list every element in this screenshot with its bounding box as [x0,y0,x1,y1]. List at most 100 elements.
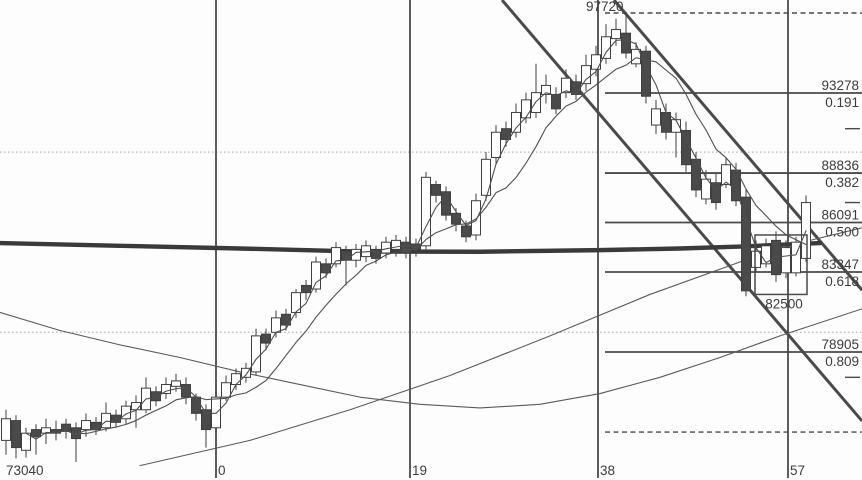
slowest-moving-average [0,308,862,409]
candle [491,125,501,165]
candle-body-down [31,429,41,438]
fib-ratio-label: 0.809 [825,354,859,369]
candle-body-down [261,333,271,344]
candle [301,280,311,300]
candle-body-up [221,382,231,398]
start-low-price-label: 73040 [6,463,44,478]
candle-body-up [271,317,281,333]
candle [391,234,401,257]
candle [651,99,661,135]
candle-body-up [171,380,181,387]
candle [61,418,71,439]
candle-body-up [751,250,761,268]
high-price-label: 97720 [586,0,624,14]
candle [741,189,751,297]
candle-body-up [311,261,321,290]
x-axis-tick-label: 38 [600,463,615,478]
candle-body-up [161,384,171,395]
fib-ratio-label: 0.382 [825,175,859,190]
candle [501,121,511,147]
candle-body-up [241,367,251,378]
candle-body-up [611,29,621,40]
candle-body-up [541,84,551,95]
candle [541,74,551,104]
candle-body-down [711,182,721,204]
candle-body-up [791,241,801,274]
fib-price-label: 86091 [821,208,859,223]
candle [151,386,161,407]
candle-body-down [741,196,751,292]
candle-body-up [781,247,791,274]
candle [281,308,291,331]
box-price-label: 82500 [765,296,803,311]
candle-body-up [631,48,641,65]
candle [781,240,791,279]
candle-body-up [391,239,401,250]
candle-body-up [211,396,221,429]
candle-body-down [551,93,561,110]
candle-body-up [601,36,611,59]
candle-body-up [491,131,501,159]
candle-body-down [621,32,631,54]
candle-body-down [341,250,351,261]
candle-body-down [281,313,291,326]
candle-body-up [701,178,711,200]
fib-ratio-label: 0.191 [825,95,859,110]
candle [221,375,231,401]
candle [421,171,431,250]
candle-body-up [721,164,731,186]
fib-ratio-label: 0.618 [825,274,859,289]
candle [181,377,191,405]
candle-body-down [461,225,471,238]
candle-body-up [231,373,241,386]
candle [791,236,801,277]
fib-ratio-label: 0.500 [825,225,859,240]
candle [641,45,651,104]
candle [711,173,721,210]
candle-body-up [511,111,521,133]
candle-body-up [761,245,771,265]
candle-body-down [401,241,411,254]
candle [481,152,491,201]
candle [511,103,521,138]
candle-body-up [421,176,431,247]
candle-body-up [1,418,11,441]
candle-body-down [501,128,511,140]
candle-body-down [91,421,101,431]
candle-body-down [151,391,161,402]
fib-price-label: 83347 [821,257,859,272]
candle-body-down [191,396,201,414]
candle [1,409,11,455]
candle [251,328,261,376]
candle-body-up [521,99,531,119]
candle-body-up [251,335,261,373]
candle [721,157,731,189]
candle-body-up [381,241,391,254]
candle [561,69,571,99]
candle-body-down [11,420,21,449]
candle-body-up [471,200,481,236]
candle-body-up [21,432,31,451]
candle [631,42,641,68]
candle [431,180,441,203]
x-axis-tick-label: 0 [218,463,226,478]
fib-price-label: 78905 [821,337,859,352]
candle-body-down [181,384,191,398]
candle-body-up [331,247,341,265]
candle-body-up [651,108,661,126]
medium-moving-average [75,57,807,435]
candle [351,243,361,268]
candle-body-down [201,409,211,431]
candle [331,242,341,268]
candle [471,193,481,241]
candle-body-down [431,184,441,196]
candle [211,389,221,434]
candle [261,328,271,351]
fib-price-label: 93278 [821,78,859,93]
candle [241,362,251,383]
fib-price-label: 88836 [821,158,859,173]
candle-body-up [101,412,111,429]
candle-body-up [581,65,591,85]
